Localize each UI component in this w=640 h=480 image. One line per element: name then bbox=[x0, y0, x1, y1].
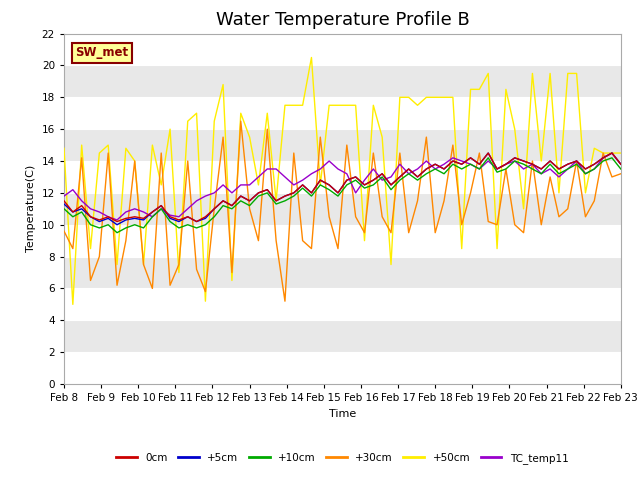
+5cm bbox=[343, 177, 351, 183]
+30cm bbox=[440, 198, 448, 204]
Bar bbox=[64, 352, 621, 384]
Line: TC_temp11: TC_temp11 bbox=[64, 153, 621, 220]
+50cm bbox=[387, 262, 395, 267]
TC_temp11 bbox=[617, 161, 625, 167]
TC_temp11 bbox=[422, 158, 430, 164]
+50cm bbox=[431, 95, 439, 100]
TC_temp11 bbox=[378, 177, 386, 183]
TC_temp11 bbox=[343, 171, 351, 177]
+10cm bbox=[422, 171, 430, 177]
Line: +10cm: +10cm bbox=[64, 158, 621, 233]
+30cm bbox=[308, 246, 316, 252]
+30cm bbox=[131, 158, 138, 164]
0cm bbox=[113, 219, 121, 225]
0cm bbox=[140, 216, 147, 221]
Bar bbox=[64, 161, 621, 193]
+10cm bbox=[617, 166, 625, 172]
+5cm bbox=[484, 150, 492, 156]
Y-axis label: Temperature(C): Temperature(C) bbox=[26, 165, 36, 252]
+10cm bbox=[431, 166, 439, 172]
+10cm bbox=[484, 155, 492, 161]
+50cm bbox=[617, 150, 625, 156]
+10cm bbox=[140, 225, 147, 231]
Line: +30cm: +30cm bbox=[64, 121, 621, 301]
+5cm bbox=[431, 161, 439, 167]
+5cm bbox=[60, 201, 68, 207]
0cm bbox=[343, 177, 351, 183]
Bar bbox=[64, 320, 621, 352]
Bar bbox=[64, 288, 621, 320]
+30cm bbox=[237, 119, 244, 124]
TC_temp11 bbox=[113, 217, 121, 223]
Line: 0cm: 0cm bbox=[64, 153, 621, 222]
0cm bbox=[617, 161, 625, 167]
0cm bbox=[484, 150, 492, 156]
+30cm bbox=[281, 298, 289, 304]
+50cm bbox=[352, 102, 360, 108]
Title: Water Temperature Profile B: Water Temperature Profile B bbox=[216, 11, 469, 29]
TC_temp11 bbox=[431, 166, 439, 172]
Bar bbox=[64, 193, 621, 225]
TC_temp11 bbox=[299, 177, 307, 183]
+5cm bbox=[378, 171, 386, 177]
+50cm bbox=[299, 102, 307, 108]
Bar bbox=[64, 129, 621, 161]
Bar bbox=[64, 225, 621, 257]
0cm bbox=[299, 182, 307, 188]
TC_temp11 bbox=[140, 209, 147, 215]
+50cm bbox=[69, 301, 77, 307]
+10cm bbox=[378, 174, 386, 180]
+50cm bbox=[140, 262, 147, 267]
TC_temp11 bbox=[608, 150, 616, 156]
0cm bbox=[422, 166, 430, 172]
+5cm bbox=[113, 222, 121, 228]
+30cm bbox=[60, 228, 68, 234]
Text: SW_met: SW_met bbox=[75, 47, 128, 60]
TC_temp11 bbox=[60, 193, 68, 199]
+10cm bbox=[60, 206, 68, 212]
Bar bbox=[64, 34, 621, 65]
Bar bbox=[64, 97, 621, 129]
+50cm bbox=[308, 55, 316, 60]
Line: +5cm: +5cm bbox=[64, 153, 621, 225]
Bar bbox=[64, 257, 621, 288]
Bar bbox=[64, 65, 621, 97]
+5cm bbox=[140, 217, 147, 223]
+10cm bbox=[299, 185, 307, 191]
+30cm bbox=[617, 171, 625, 177]
0cm bbox=[378, 171, 386, 177]
0cm bbox=[60, 198, 68, 204]
+50cm bbox=[440, 95, 448, 100]
+50cm bbox=[60, 145, 68, 151]
+30cm bbox=[431, 230, 439, 236]
+30cm bbox=[352, 214, 360, 220]
+5cm bbox=[299, 182, 307, 188]
Legend: 0cm, +5cm, +10cm, +30cm, +50cm, TC_temp11: 0cm, +5cm, +10cm, +30cm, +50cm, TC_temp1… bbox=[112, 449, 573, 468]
Line: +50cm: +50cm bbox=[64, 58, 621, 304]
X-axis label: Time: Time bbox=[329, 408, 356, 419]
+5cm bbox=[422, 166, 430, 172]
+30cm bbox=[387, 230, 395, 236]
+10cm bbox=[113, 230, 121, 236]
0cm bbox=[431, 161, 439, 167]
+5cm bbox=[617, 161, 625, 167]
+10cm bbox=[343, 182, 351, 188]
